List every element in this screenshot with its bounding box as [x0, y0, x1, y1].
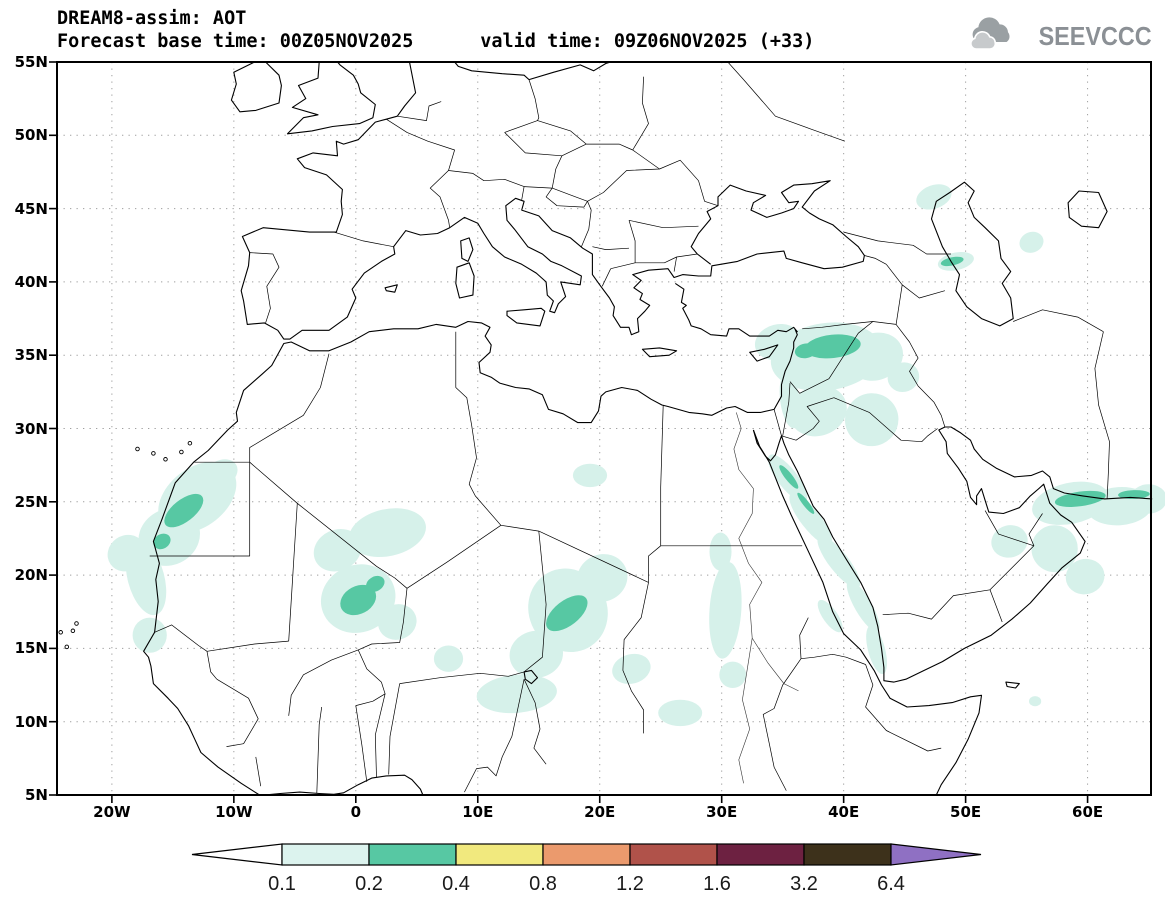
colorbar-tick-label: 0.8	[529, 873, 557, 895]
country-borders	[149, 61, 1110, 794]
x-axis-tick-label: 50E	[950, 803, 982, 821]
colorbar-tick-label: 1.6	[703, 873, 731, 895]
map-plot-area	[49, 61, 1165, 803]
y-axis-tick-label: 55N	[14, 53, 48, 71]
colorbar-segment	[281, 843, 370, 866]
gridlines	[57, 62, 1151, 795]
colorbar-left-arrow	[191, 843, 283, 866]
colorbar-segment	[716, 843, 805, 866]
colorbar-segment	[455, 843, 544, 866]
y-axis-tick-label: 30N	[14, 419, 48, 438]
y-axis-tick-label: 20N	[14, 566, 48, 585]
seevccc-logo: SEEVCCC	[967, 16, 1152, 56]
x-axis-tick-label: 40E	[828, 803, 860, 821]
logo-text: SEEVCCC	[1038, 20, 1152, 51]
y-axis-tick-label: 45N	[14, 199, 48, 218]
colorbar-tick-label: 3.2	[790, 873, 818, 895]
colorbar-segment	[368, 843, 457, 866]
colorbar-segment	[542, 843, 631, 866]
colorbar-tick-label: 6.4	[877, 873, 905, 895]
plot-title: DREAM8-assim: AOT	[57, 8, 247, 29]
coastlines	[143, 61, 1153, 796]
y-axis-tick-label: 35N	[14, 346, 48, 365]
rivers	[733, 412, 799, 784]
colorbar-tick-label: 0.4	[442, 873, 470, 895]
x-axis-tick-label: 10W	[215, 803, 253, 821]
y-axis-tick-label: 40N	[14, 272, 48, 291]
colorbar-right-arrow	[890, 843, 982, 866]
y-axis-tick-label: 5N	[25, 786, 48, 804]
colorbar-tick-label: 0.1	[268, 873, 296, 895]
y-axis-tick-label: 15N	[14, 639, 48, 658]
colorbar-segment	[803, 843, 892, 866]
x-axis-tick-label: 20W	[93, 803, 131, 821]
axis-ticks	[49, 61, 1089, 803]
y-axis-tick-label: 25N	[14, 492, 48, 511]
aot-shading-0.2-0.4	[153, 256, 1150, 632]
colorbar-tick-label: 0.2	[355, 873, 383, 895]
plot-subtitle: Forecast base time: 00Z05NOV2025 valid t…	[57, 31, 815, 52]
colorbar-tick-label: 1.2	[616, 873, 644, 895]
colorbar: 0.1 0.2 0.4 0.8 1.2 1.6 3.2 6.4	[190, 838, 984, 904]
x-axis-tick-label: 20E	[584, 803, 616, 821]
y-axis-tick-label: 50N	[14, 126, 48, 145]
y-axis-tick-label: 10N	[14, 712, 48, 731]
x-axis-tick-label: 10E	[462, 803, 494, 821]
small-islands	[58, 440, 193, 650]
aot-shading-0.1-0.2	[107, 184, 1165, 727]
x-axis-tick-label: 30E	[706, 803, 738, 821]
x-axis-tick-label: 60E	[1072, 803, 1104, 821]
colorbar-segment	[629, 843, 718, 866]
map-svg	[49, 61, 1165, 803]
colorbar-svg: 0.1 0.2 0.4 0.8 1.2 1.6 3.2 6.4	[191, 843, 982, 895]
x-axis-tick-label: 0	[350, 803, 362, 821]
plot-header: DREAM8-assim: AOT Forecast base time: 00…	[57, 7, 814, 53]
cloud-icon	[967, 16, 1021, 56]
